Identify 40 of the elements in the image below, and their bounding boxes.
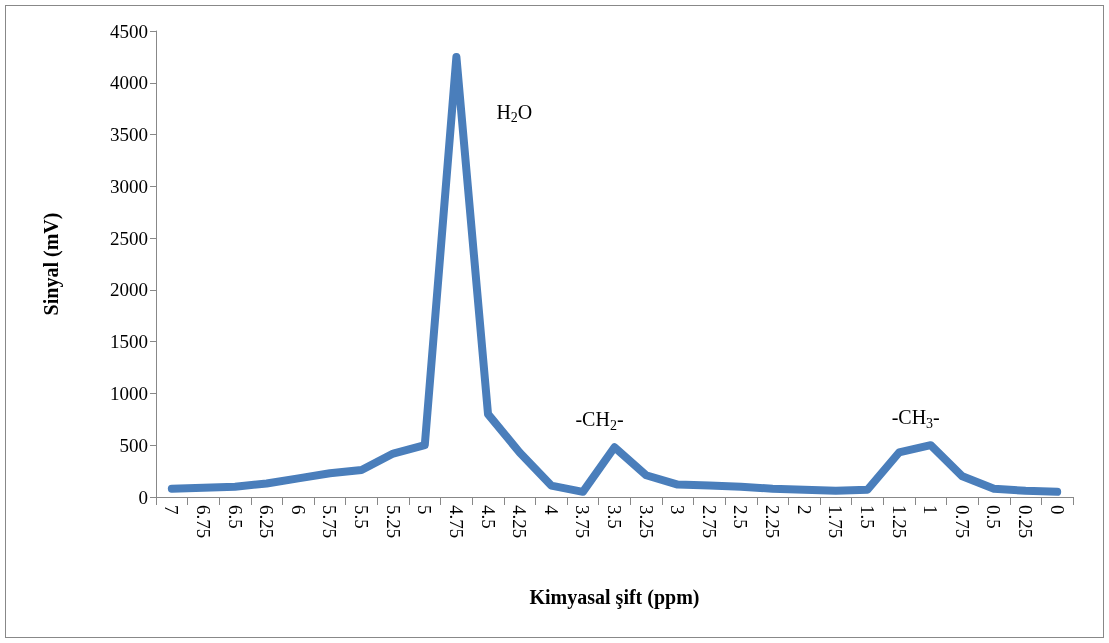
x-tick-label: 6 xyxy=(287,505,309,515)
x-tick-label: 4.25 xyxy=(509,505,531,539)
x-tick-label: 5.25 xyxy=(382,505,404,539)
x-axis-title: Kimyasal şift (ppm) xyxy=(529,586,700,609)
y-tick-label: 1500 xyxy=(110,331,148,353)
x-tick-label: 4.5 xyxy=(477,505,499,529)
y-tick-label: 4000 xyxy=(110,72,148,94)
x-tick-label: 1.25 xyxy=(888,505,910,539)
y-tick-label: 1000 xyxy=(110,382,148,404)
x-tick-label: 2 xyxy=(793,505,815,515)
x-tick-label: 0.75 xyxy=(951,505,973,539)
x-tick-label: 3.25 xyxy=(635,505,657,539)
y-tick-label: 2000 xyxy=(110,279,148,301)
x-tick-label: 5 xyxy=(414,505,436,515)
x-tick-label: 2.5 xyxy=(730,505,752,529)
x-tick-label: 3.75 xyxy=(572,505,594,539)
x-tick-label: 6.75 xyxy=(192,505,214,539)
x-tick-label: 3 xyxy=(667,505,689,515)
x-tick-label: 1.5 xyxy=(856,505,878,529)
x-tick-label: 2.75 xyxy=(698,505,720,539)
y-tick-label: 3500 xyxy=(110,124,148,146)
x-tick-label: 5.75 xyxy=(319,505,341,539)
x-tick-label: 6.25 xyxy=(256,505,278,539)
x-tick-label: 0 xyxy=(1046,505,1068,515)
x-tick-label: 2.25 xyxy=(762,505,784,539)
x-tick-label: 0.25 xyxy=(1015,505,1037,539)
x-tick-label: 4.75 xyxy=(445,505,467,539)
x-tick-label: 6.5 xyxy=(224,505,246,529)
x-tick-label: 0.5 xyxy=(983,505,1005,529)
x-tick-label: 5.5 xyxy=(351,505,373,529)
x-tick-label: 1.75 xyxy=(825,505,847,539)
x-tick-label: 3.5 xyxy=(604,505,625,529)
y-axis-title: Sinyal (mV) xyxy=(40,212,63,316)
y-tick-label: 4500 xyxy=(110,20,148,42)
y-tick-label: 3000 xyxy=(110,175,148,197)
y-tick-label: 500 xyxy=(119,434,148,456)
x-tick-label: 1 xyxy=(920,505,942,515)
y-tick-label: 2500 xyxy=(110,227,148,249)
x-tick-label: 4 xyxy=(540,505,562,515)
x-tick-label: 7 xyxy=(161,505,183,515)
